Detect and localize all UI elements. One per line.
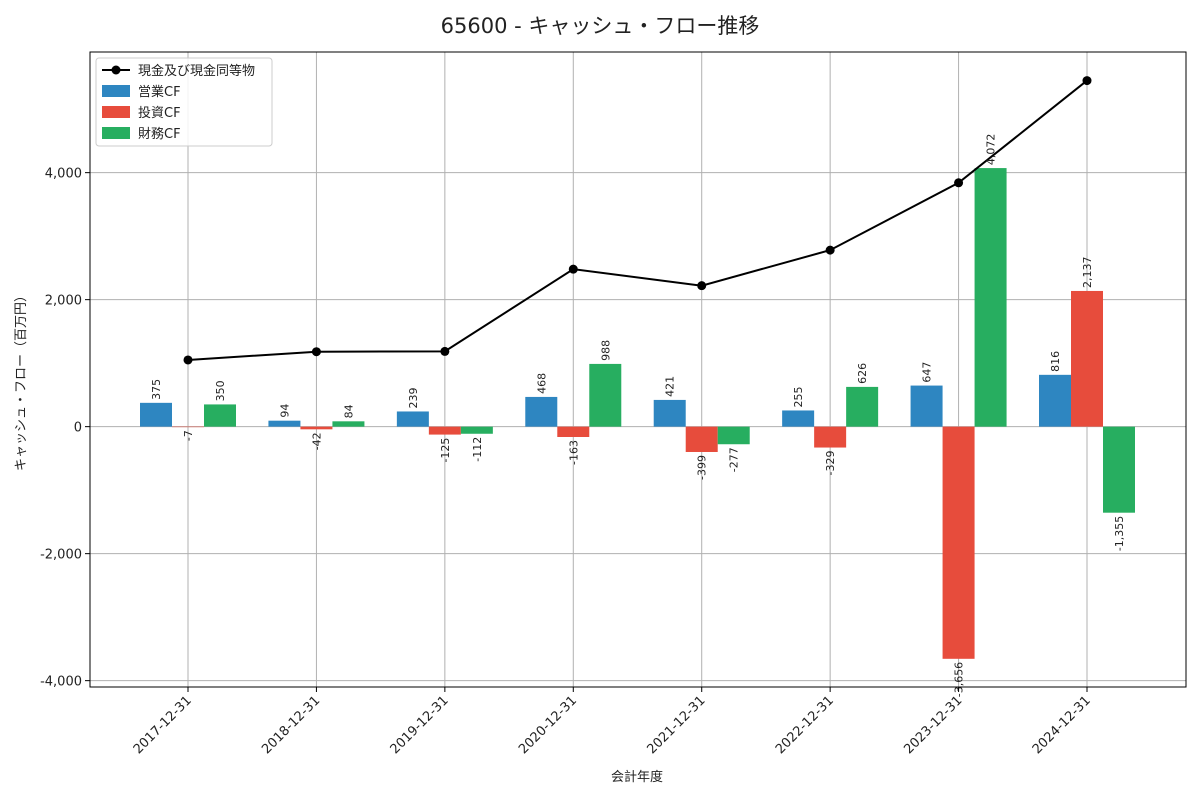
y-tick-label: -2,000 [40, 548, 82, 563]
x-tick-label: 2020-12-31 [516, 693, 580, 757]
bar-value-label: 468 [535, 373, 548, 394]
bar-value-label: 988 [599, 340, 612, 361]
bar-value-label: 350 [214, 380, 227, 401]
label-layer: 375 94 239 468 421 255 647 816 -7 -42 -125 -163 -399… [150, 134, 1126, 698]
bar-3 [974, 168, 1007, 427]
bar-value-label: 647 [921, 362, 934, 383]
bar-value-label: -277 [728, 447, 741, 472]
bar-value-label: -42 [310, 432, 323, 450]
legend-marker-swatch [111, 65, 121, 75]
bar-3 [460, 426, 493, 434]
cash-balance-point [1082, 76, 1092, 86]
bar-1 [782, 410, 815, 427]
x-axis-label: 会計年度 [611, 769, 663, 785]
bar-value-label: 255 [792, 386, 805, 407]
y-tick-label: 0 [74, 421, 82, 436]
y-tick-label: 4,000 [45, 167, 82, 182]
bar-value-label: 239 [407, 387, 420, 408]
bar-1 [396, 411, 429, 427]
grid-layer [90, 52, 1186, 687]
x-tick-label: 2024-12-31 [1030, 693, 1094, 757]
bar-2 [300, 426, 333, 430]
x-tick-label: 2021-12-31 [645, 693, 709, 757]
line-layer [183, 76, 1092, 365]
bar-3 [846, 386, 879, 427]
y-tick-label: -4,000 [40, 675, 82, 690]
legend-label: 営業CF [138, 84, 181, 100]
bar-2 [814, 426, 847, 448]
cash-balance-point [183, 355, 193, 365]
cash-balance-point [697, 281, 707, 291]
x-tick-label: 2022-12-31 [773, 693, 837, 757]
bar-value-label: 626 [856, 363, 869, 384]
legend-bar-swatch [102, 106, 130, 118]
bar-1 [140, 402, 172, 427]
bar-3 [589, 363, 622, 427]
bar-value-label: -163 [567, 440, 580, 465]
plot-frame [89, 51, 1187, 688]
bar-2 [557, 426, 590, 438]
bar-value-label: -399 [696, 455, 709, 480]
legend-label: 財務CF [138, 127, 181, 142]
x-tick-label: 2018-12-31 [259, 693, 323, 757]
bar-1 [525, 396, 558, 427]
bar-2 [172, 426, 204, 428]
chart-title: 65600 - キャッシュ・フロー推移 [441, 14, 760, 38]
legend-box [95, 57, 273, 147]
x-tick-label: 2017-12-31 [131, 693, 195, 757]
bar-2 [428, 426, 461, 435]
bar-2 [942, 426, 975, 659]
bar-2 [1071, 290, 1103, 427]
cash-balance-point [825, 245, 835, 255]
bar-1 [1039, 374, 1071, 427]
bar-value-label: -329 [824, 451, 837, 476]
bar-3 [1103, 426, 1135, 513]
cash-balance-point [440, 346, 450, 356]
bar-value-label: 4,072 [985, 134, 998, 166]
bar-1 [268, 420, 301, 427]
bar-value-label: 94 [278, 404, 291, 418]
bar-value-label: 816 [1049, 351, 1062, 372]
cash-balance-point [954, 178, 964, 188]
bar-2 [685, 426, 718, 452]
y-tick-label: 2,000 [45, 294, 82, 309]
bar-value-label: -125 [439, 438, 452, 463]
bar-value-label: -3,656 [953, 662, 966, 697]
x-tick-label: 2019-12-31 [388, 693, 452, 757]
legend-label: 現金及び現金同等物 [138, 63, 255, 79]
bar-layer [140, 168, 1135, 659]
bar-3 [204, 404, 236, 427]
x-tick-label: 2023-12-31 [901, 693, 965, 757]
bar-value-label: 375 [150, 379, 163, 400]
bar-value-label: 84 [342, 404, 355, 418]
bar-value-label: -7 [182, 430, 195, 441]
bar-value-label: 2,137 [1081, 256, 1094, 288]
bar-value-label: 421 [664, 376, 677, 397]
legend-bar-swatch [102, 85, 130, 97]
legend-bar-swatch [102, 127, 130, 139]
y-axis-label: キャッシュ・フロー（百万円） [14, 289, 29, 471]
bar-1 [910, 385, 943, 427]
cash-balance-line [187, 79, 1088, 361]
bar-value-label: -1,355 [1113, 516, 1126, 551]
bar-1 [653, 399, 686, 427]
bar-value-label: -112 [471, 437, 484, 462]
cash-balance-point [311, 347, 321, 357]
bar-3 [332, 421, 365, 427]
bar-3 [717, 426, 750, 445]
legend-label: 投資CF [138, 105, 181, 121]
cash-balance-point [568, 264, 578, 274]
